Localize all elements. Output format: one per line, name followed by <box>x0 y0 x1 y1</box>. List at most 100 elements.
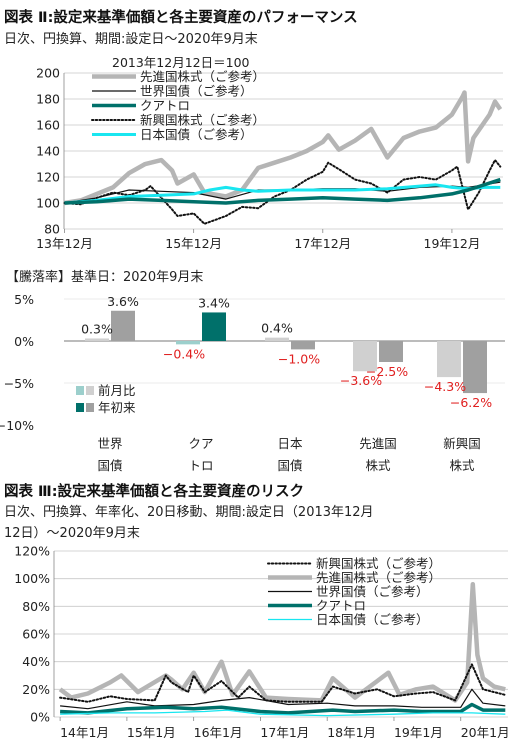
bar-prev-month <box>176 341 200 345</box>
category-label: トロ <box>188 458 213 473</box>
fig3-title: 図表 Ⅲ:設定来基準価額と各主要資産のリスク <box>4 482 304 500</box>
legend-swatch-fund <box>76 403 84 412</box>
y-tick-label: 160 <box>36 118 60 133</box>
legend-label: 新興国株式（ご参考） <box>316 556 441 571</box>
base-date-note: 2013年12月12日＝100 <box>112 55 250 70</box>
legend-label: 世界国債（ご参考） <box>316 584 429 599</box>
x-tick-label: 19年1月 <box>394 725 443 740</box>
legend-label: 前月比 <box>98 383 136 398</box>
bar-value-label: 3.4% <box>198 295 230 310</box>
bar-prev-month <box>265 337 289 341</box>
category-label: 先進国 <box>359 436 397 451</box>
y-tick-label: 180 <box>36 92 60 107</box>
y-tick-label: 40% <box>22 654 50 669</box>
bar-value-label: −3.6% <box>340 373 382 388</box>
fig3-subtitle-line2: 12日）～2020年9月末 <box>4 526 140 541</box>
bar-prev-month <box>85 338 109 341</box>
legend-label: 日本国債（ご参考） <box>316 612 429 627</box>
bar-value-label: −0.4% <box>163 346 205 361</box>
y-tick-label: −5% <box>4 376 34 391</box>
risk-line-chart: 0% 20% 40% 60% 80% 100% 120% 14年1月 15年1月 16年1月 17… <box>14 544 509 741</box>
series-line-3 <box>63 159 502 225</box>
fig2-subtitle: 日次、円換算、期間:設定日～2020年9月末 <box>4 31 258 47</box>
series-line-2 <box>60 688 506 710</box>
category-label: 国債 <box>97 458 122 473</box>
legend-label: 世界国債（ご参考） <box>140 84 253 99</box>
fig3-subtitle-line1: 日次、円換算、年率化、20日移動、期間:設定日（2013年12月 <box>4 504 374 520</box>
risk-y-ticks: 0% 20% 40% 60% 80% 100% 120% <box>14 544 50 725</box>
legend-label: 先進国株式（ご参考） <box>316 570 441 585</box>
x-tick-label: 15年12月 <box>165 236 222 251</box>
risk-x-ticks: 14年1月 15年1月 16年1月 17年1月 18年1月 19年1月 20年1月 <box>59 717 510 740</box>
category-label: 新興国 <box>443 436 481 451</box>
category-label: 株式 <box>449 458 475 473</box>
bar-value-label: 0.3% <box>81 321 113 336</box>
risk-legend: 新興国株式（ご参考）先進国株式（ご参考）世界国債（ご参考）クアトロ日本国債（ご参… <box>267 556 441 627</box>
return-value-labels: 0.3% 3.6% −0.4% 3.4% 0.4% −1.0% −3.6%−2.5% −4.3… <box>81 294 492 410</box>
return-y-ticks: 5% 0% −5% −10% <box>0 292 34 433</box>
x-tick-label: 14年1月 <box>60 725 109 740</box>
risk-series <box>58 581 507 717</box>
bar-value-label: −4.3% <box>424 379 466 394</box>
bar-ytd <box>111 310 135 341</box>
category-label: 日本 <box>277 436 303 451</box>
y-tick-label: 5% <box>14 292 34 307</box>
return-bar-chart: 【騰落率】基準日：2020年9月末 5% 0% −5% −10% 0.3% 3.6% −0… <box>0 269 505 473</box>
legend-label: 新興国株式（ご参考） <box>140 113 265 128</box>
bar-ytd <box>379 341 403 362</box>
y-tick-label: 0% <box>30 710 50 725</box>
y-tick-label: 120% <box>14 544 50 559</box>
y-tick-label: 200 <box>36 66 60 81</box>
series-line-4 <box>64 183 501 205</box>
legend-label: 先進国株式（ご参考） <box>140 69 265 84</box>
bar-value-label: 3.6% <box>107 294 139 309</box>
x-tick-label: 19年12月 <box>424 236 481 251</box>
series-line-4 <box>60 709 506 717</box>
performance-line-chart: 2013年12月12日＝100 80 100 120 140 160 180 200 13年… <box>36 55 503 251</box>
performance-series <box>63 90 503 225</box>
legend-swatch-asset <box>86 403 94 412</box>
y-tick-label: 80 <box>44 222 60 237</box>
y-tick-label: −10% <box>0 418 34 433</box>
category-label: 株式 <box>365 458 391 473</box>
y-tick-label: 80% <box>22 599 50 614</box>
series-line-1 <box>58 581 506 703</box>
fig2-title: 図表 Ⅱ:設定来基準価額と各主要資産のパフォーマンス <box>4 8 358 26</box>
legend-label: クアトロ <box>316 598 366 613</box>
y-tick-label: 140 <box>36 144 60 159</box>
risk-gridlines <box>53 550 508 718</box>
bar-ytd <box>291 341 315 350</box>
bar-ytd <box>463 341 487 394</box>
x-tick-label: 16年1月 <box>194 725 243 740</box>
y-tick-label: 20% <box>22 682 50 697</box>
x-tick-label: 20年1月 <box>461 725 510 740</box>
return-bars <box>85 310 487 394</box>
performance-gridlines <box>63 72 503 230</box>
x-tick-label: 13年12月 <box>36 236 93 251</box>
performance-legend: 先進国株式（ご参考）世界国債（ご参考）クアトロ新興国株式（ご参考）日本国債（ご参… <box>91 69 265 142</box>
bar-prev-month <box>353 341 377 372</box>
y-tick-label: 60% <box>22 627 50 642</box>
x-tick-label: 17年1月 <box>260 725 309 740</box>
x-tick-label: 17年12月 <box>294 236 351 251</box>
return-chart-title: 【騰落率】基準日：2020年9月末 <box>6 269 203 285</box>
y-tick-label: 120 <box>36 170 60 185</box>
y-tick-label: 100 <box>36 196 60 211</box>
legend-swatch-asset <box>86 386 94 395</box>
legend-swatch-fund <box>76 386 84 395</box>
bar-value-label: −2.5% <box>366 364 408 379</box>
bar-ytd <box>202 312 226 341</box>
legend-label: 日本国債（ご参考） <box>140 127 253 142</box>
series-line-2 <box>64 177 501 205</box>
bar-value-label: −1.0% <box>278 351 320 366</box>
category-label: 世界 <box>97 436 123 451</box>
return-category-labels: 世界国債 クアトロ 日本国債 先進国株式 新興国株式 <box>97 436 480 473</box>
x-tick-label: 15年1月 <box>127 725 176 740</box>
x-tick-label: 18年1月 <box>327 725 376 740</box>
category-label: 国債 <box>277 458 302 473</box>
bar-prev-month <box>437 341 461 378</box>
bar-value-label: −6.2% <box>450 395 492 410</box>
y-tick-label: 100% <box>14 571 50 586</box>
